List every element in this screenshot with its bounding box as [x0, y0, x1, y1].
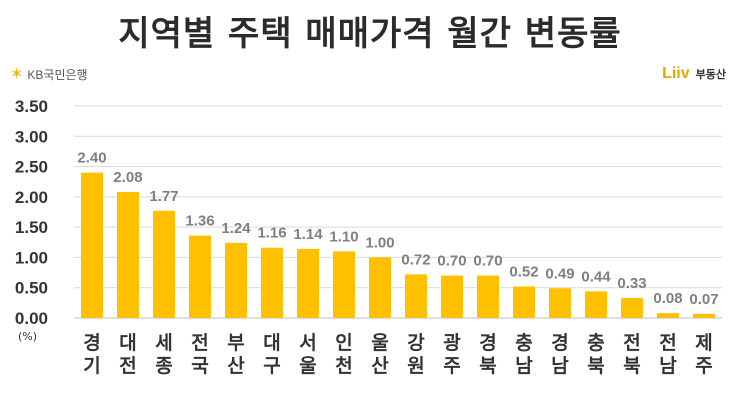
x-tick-label: 대	[119, 332, 136, 354]
kb-logo-text: KB국민은행	[27, 67, 88, 82]
liiv-logo: Liiv 부동산	[662, 64, 726, 84]
x-tick-label: 대	[263, 332, 280, 354]
kb-star-icon: ✶	[10, 64, 24, 83]
bar-value-label: 0.33	[617, 275, 646, 292]
y-tick-label: 1.00	[15, 248, 48, 267]
kb-bank-logo: ✶ KB국민은행	[10, 64, 88, 84]
x-tick-label: 광	[443, 332, 461, 354]
x-tick-label: 구	[263, 355, 280, 377]
bar	[297, 248, 319, 318]
y-tick-label: 2.50	[15, 158, 48, 177]
y-tick-label: 3.50	[15, 97, 48, 116]
bar	[405, 274, 427, 318]
bar-value-label: 0.72	[401, 251, 430, 268]
bar-value-label: 1.24	[221, 220, 251, 237]
bar	[693, 313, 715, 318]
bar-value-label: 1.16	[257, 225, 286, 242]
bar-value-label: 1.10	[329, 228, 358, 245]
y-tick-label: 1.50	[15, 218, 48, 237]
bar-value-label: 1.36	[185, 213, 214, 230]
x-tick-label: 기	[83, 355, 100, 377]
chart-title: 지역별 주택 매매가격 월간 변동률	[118, 14, 622, 54]
x-tick-label: 산	[371, 355, 389, 377]
x-tick-label: 충	[515, 332, 532, 354]
bar-value-label: 0.52	[509, 264, 538, 281]
x-tick-label: 남	[551, 355, 569, 377]
bar	[585, 291, 607, 318]
bar-value-label: 0.49	[545, 265, 574, 282]
x-tick-label: 전	[119, 355, 136, 377]
x-tick-label: 남	[515, 355, 533, 377]
bar	[513, 286, 535, 318]
x-tick-label: 전	[191, 332, 208, 354]
x-tick-label: 종	[155, 355, 172, 377]
x-tick-label: 전	[659, 332, 676, 354]
x-tick-label: 북	[623, 355, 640, 377]
x-tick-label: 산	[227, 355, 245, 377]
bar	[153, 210, 175, 318]
bar	[333, 251, 355, 318]
y-tick-label: 0.50	[15, 279, 48, 298]
y-unit-label: (%)	[18, 330, 38, 343]
bar	[261, 247, 283, 318]
bar	[225, 242, 247, 318]
bar-value-label: 2.08	[113, 169, 142, 186]
bar-value-label: 0.70	[473, 253, 502, 270]
x-tick-label: 주	[443, 355, 460, 377]
x-tick-label: 북	[479, 355, 496, 377]
x-tick-label: 제	[695, 332, 712, 354]
bar	[441, 275, 463, 318]
x-tick-label: 울	[299, 355, 316, 377]
bar-value-label: 0.70	[437, 253, 466, 270]
bar-value-label: 0.08	[653, 290, 682, 307]
bar	[657, 313, 679, 318]
liiv-sub-text: 부동산	[695, 68, 726, 81]
bar	[621, 298, 643, 318]
x-tick-label: 울	[371, 332, 388, 354]
x-tick-label: 경	[551, 332, 568, 354]
x-tick-label: 충	[587, 332, 604, 354]
bar	[117, 192, 139, 318]
x-tick-label: 강	[407, 332, 425, 354]
y-tick-label: 2.00	[15, 188, 48, 207]
y-tick-label: 0.00	[15, 309, 48, 328]
bar-value-label: 1.14	[293, 226, 323, 243]
bar	[189, 235, 211, 318]
x-tick-label: 주	[695, 355, 712, 377]
bar	[81, 172, 103, 318]
x-tick-label: 전	[623, 332, 640, 354]
x-tick-label: 국	[191, 355, 208, 377]
bar	[549, 288, 571, 318]
x-tick-label: 원	[407, 355, 424, 377]
x-tick-label: 남	[659, 355, 677, 377]
x-tick-label: 부	[227, 332, 244, 354]
x-tick-label: 인	[335, 332, 352, 354]
bar-value-label: 1.00	[365, 234, 394, 251]
bar-value-label: 0.44	[581, 268, 611, 285]
bar-value-label: 2.40	[77, 150, 106, 167]
x-tick-label: 서	[299, 332, 316, 354]
liiv-brand-text: Liiv	[662, 65, 690, 82]
bar-value-label: 0.07	[689, 291, 718, 308]
bar	[369, 257, 391, 318]
x-tick-label: 북	[587, 355, 604, 377]
x-tick-label: 천	[335, 355, 352, 377]
y-tick-label: 3.00	[15, 127, 48, 146]
x-tick-label: 경	[83, 332, 100, 354]
bar	[477, 275, 499, 318]
x-tick-label: 세	[155, 332, 172, 354]
x-tick-label: 경	[479, 332, 496, 354]
bar-value-label: 1.77	[149, 188, 178, 205]
